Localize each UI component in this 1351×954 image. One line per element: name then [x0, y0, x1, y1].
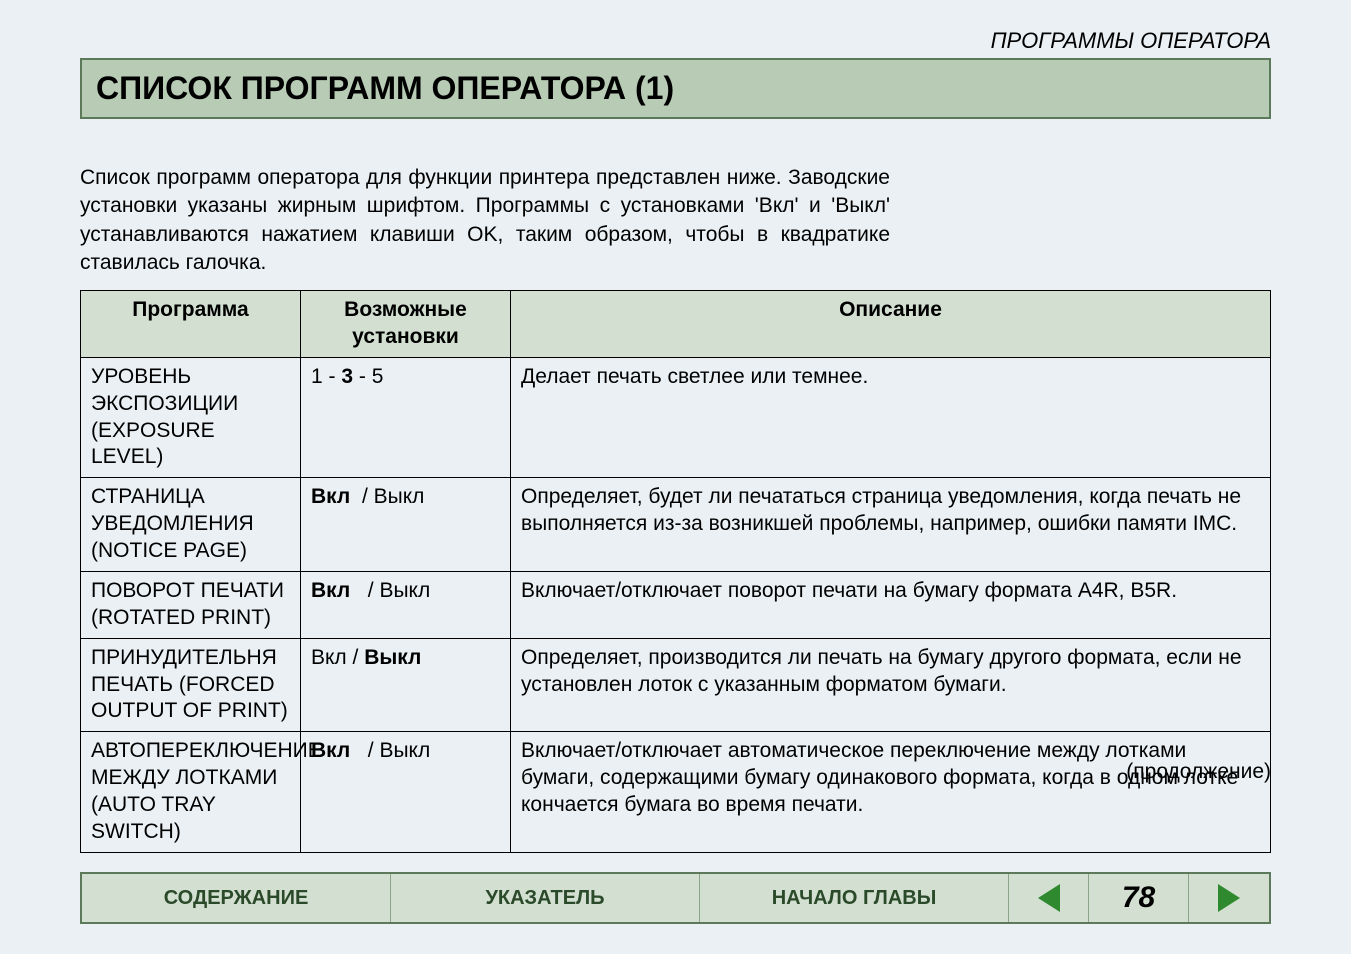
- col-description: Описание: [511, 291, 1271, 358]
- section-header-label: ПРОГРАММЫ ОПЕРАТОРА: [991, 28, 1271, 54]
- table-row: ПРИНУДИТЕЛЬНЯ ПЕЧАТЬ (FORCED OUTPUT OF P…: [81, 638, 1271, 732]
- nav-index-button[interactable]: УКАЗАТЕЛЬ: [391, 874, 700, 922]
- cell-description: Делает печать светлее или темнее.: [511, 357, 1271, 478]
- col-settings: Возможные установки: [301, 291, 511, 358]
- intro-paragraph: Список программ оператора для функции пр…: [80, 164, 890, 277]
- cell-settings: Вкл / Выкл: [301, 732, 511, 853]
- title-bar: СПИСОК ПРОГРАММ ОПЕРАТОРА (1): [80, 58, 1271, 119]
- table-header-row: Программа Возможные установки Описание: [81, 291, 1271, 358]
- cell-settings: Вкл / Выкл: [301, 571, 511, 638]
- page-number: 78: [1089, 874, 1189, 922]
- cell-program: УРОВЕНЬ ЭКСПОЗИЦИИ (EXPOSURE LEVEL): [81, 357, 301, 478]
- footer-nav: СОДЕРЖАНИЕ УКАЗАТЕЛЬ НАЧАЛО ГЛАВЫ 78: [80, 872, 1271, 924]
- cell-description: Включает/отключает поворот печати на бум…: [511, 571, 1271, 638]
- triangle-right-icon: [1218, 884, 1240, 912]
- nav-prev-button[interactable]: [1009, 874, 1089, 922]
- triangle-left-icon: [1038, 884, 1060, 912]
- cell-program: ПРИНУДИТЕЛЬНЯ ПЕЧАТЬ (FORCED OUTPUT OF P…: [81, 638, 301, 732]
- page-title: СПИСОК ПРОГРАММ ОПЕРАТОРА (1): [96, 70, 1255, 107]
- continued-label: (продолжение): [1126, 760, 1271, 784]
- cell-description: Включает/отключает автоматическое перекл…: [511, 732, 1271, 853]
- cell-settings: Вкл / Выкл: [301, 638, 511, 732]
- cell-program: АВТОПЕРЕКЛЮЧЕНИЕ МЕЖДУ ЛОТКАМИ (AUTO TRA…: [81, 732, 301, 853]
- nav-contents-button[interactable]: СОДЕРЖАНИЕ: [82, 874, 391, 922]
- cell-program: ПОВОРОТ ПЕЧАТИ (ROTATED PRINT): [81, 571, 301, 638]
- cell-settings: Вкл / Выкл: [301, 478, 511, 572]
- cell-description: Определяет, производится ли печать на бу…: [511, 638, 1271, 732]
- programs-table-wrap: Программа Возможные установки Описание У…: [80, 290, 1271, 853]
- cell-program: СТРАНИЦА УВЕДОМЛЕНИЯ (NOTICE PAGE): [81, 478, 301, 572]
- cell-settings: 1 - 3 - 5: [301, 357, 511, 478]
- nav-chapter-start-button[interactable]: НАЧАЛО ГЛАВЫ: [700, 874, 1009, 922]
- table-row: УРОВЕНЬ ЭКСПОЗИЦИИ (EXPOSURE LEVEL)1 - 3…: [81, 357, 1271, 478]
- table-row: АВТОПЕРЕКЛЮЧЕНИЕ МЕЖДУ ЛОТКАМИ (AUTO TRA…: [81, 732, 1271, 853]
- cell-description: Определяет, будет ли печататься страница…: [511, 478, 1271, 572]
- col-program: Программа: [81, 291, 301, 358]
- programs-table: Программа Возможные установки Описание У…: [80, 290, 1271, 853]
- table-row: СТРАНИЦА УВЕДОМЛЕНИЯ (NOTICE PAGE)Вкл / …: [81, 478, 1271, 572]
- nav-next-button[interactable]: [1189, 874, 1269, 922]
- table-row: ПОВОРОТ ПЕЧАТИ (ROTATED PRINT)Вкл / Выкл…: [81, 571, 1271, 638]
